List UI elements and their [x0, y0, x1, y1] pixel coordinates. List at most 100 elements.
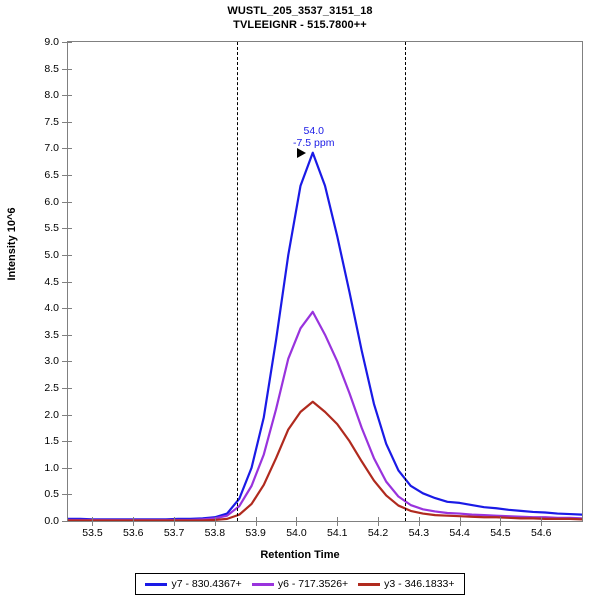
y-tick-label: 2.5 [44, 381, 59, 394]
trace-3 [68, 400, 582, 521]
x-tick-mark-inner [541, 517, 543, 521]
y-tick-label: 6.5 [44, 169, 59, 182]
y-tick-label: 4.0 [44, 302, 59, 315]
x-tick-mark [459, 521, 461, 526]
y-tick-label: 7.5 [44, 115, 59, 128]
x-tick-label: 54.6 [530, 527, 552, 539]
chart-title: WUSTL_205_3537_3151_18 TVLEEIGNR - 515.7… [0, 4, 600, 32]
x-tick-label: 54.0 [286, 527, 307, 539]
y-tick-label: 8.5 [44, 62, 59, 75]
trace-2 [68, 310, 582, 521]
x-tick-mark [337, 521, 339, 526]
y-tick-label: 0.0 [44, 515, 59, 527]
y-tick-label: 0.5 [44, 488, 59, 501]
y-tick-mark [62, 494, 67, 496]
y-tick-mark-inner [68, 414, 72, 416]
legend-item-3[interactable]: y3 - 346.1833+ [358, 578, 455, 590]
y-tick-label: 6.0 [44, 195, 59, 208]
y-tick-mark [62, 201, 67, 203]
x-tick-label: 53.9 [245, 527, 266, 539]
y-tick-mark-inner [68, 254, 72, 256]
y-tick-mark [62, 121, 67, 123]
y-tick-mark-inner [68, 228, 72, 230]
legend-item-1[interactable]: y7 - 830.4367+ [145, 578, 242, 590]
y-tick-mark-inner [68, 334, 72, 336]
y-tick-mark-inner [68, 95, 72, 97]
y-tick-label: 3.5 [44, 328, 59, 341]
x-tick-mark-inner [92, 517, 94, 521]
x-tick-mark-inner [378, 517, 380, 521]
integration-boundary-right[interactable] [404, 42, 406, 521]
y-tick-label: 4.5 [44, 275, 59, 288]
x-tick-mark [133, 521, 135, 526]
y-tick-mark [62, 334, 67, 336]
apex-mass-error-label: -7.5 ppm [293, 136, 335, 149]
x-tick-mark-inner [174, 517, 176, 521]
x-tick-label: 53.7 [163, 527, 185, 539]
legend-color-swatch [145, 582, 168, 586]
y-tick-mark [62, 68, 67, 70]
y-tick-mark-inner [68, 175, 72, 177]
x-tick-mark-inner [214, 517, 216, 521]
x-tick-mark-inner [296, 517, 298, 521]
y-tick-mark [62, 414, 67, 416]
x-tick-mark-inner [500, 517, 502, 521]
legend-item-2[interactable]: y6 - 717.3526+ [251, 578, 348, 590]
x-tick-label: 54.3 [408, 527, 430, 539]
x-tick-mark-inner [337, 517, 339, 521]
y-tick-mark-inner [68, 281, 72, 283]
y-tick-label: 1.5 [44, 435, 59, 448]
y-tick-mark-inner [68, 387, 72, 389]
x-tick-label: 54.1 [327, 527, 348, 539]
x-tick-label: 54.2 [367, 527, 389, 539]
y-tick-mark [62, 95, 67, 97]
x-tick-mark [174, 521, 176, 526]
x-tick-mark [418, 521, 420, 526]
x-tick-mark-inner [133, 517, 135, 521]
legend-label: y7 - 830.4367+ [171, 578, 242, 590]
y-tick-mark [62, 441, 67, 443]
legend-color-swatch [251, 582, 274, 586]
y-tick-mark-inner [68, 201, 72, 203]
x-tick-mark [500, 521, 502, 526]
y-tick-mark-inner [68, 521, 72, 522]
x-tick-label: 53.6 [123, 527, 144, 539]
x-tick-mark [214, 521, 216, 526]
y-tick-mark-inner [68, 308, 72, 310]
x-tick-mark-inner [255, 517, 257, 521]
legend-color-swatch [358, 582, 381, 586]
y-tick-mark-inner [68, 467, 72, 469]
y-tick-label: 8.0 [44, 89, 59, 102]
integration-boundary-left[interactable] [237, 42, 239, 521]
y-tick-label: 9.0 [44, 36, 59, 48]
y-tick-mark-inner [68, 148, 72, 150]
y-tick-mark [62, 281, 67, 283]
y-tick-mark-inner [68, 361, 72, 363]
title-line-1: WUSTL_205_3537_3151_18 [227, 5, 373, 17]
y-tick-mark [62, 42, 67, 43]
x-tick-mark [541, 521, 543, 526]
peak-apex-marker-icon[interactable] [296, 147, 306, 158]
y-tick-mark-inner [68, 68, 72, 70]
y-tick-mark-inner [68, 494, 72, 496]
y-tick-mark-inner [68, 121, 72, 123]
legend-label: y3 - 346.1833+ [384, 578, 455, 590]
chromatogram-traces [68, 151, 582, 521]
y-tick-label: 1.0 [44, 461, 59, 474]
x-axis-label: Retention Time [260, 549, 340, 561]
x-tick-mark-inner [459, 517, 461, 521]
y-tick-label: 5.0 [44, 248, 59, 261]
y-tick-mark [62, 467, 67, 469]
y-tick-mark [62, 148, 67, 150]
y-axis-label: Intensity 10^6 [6, 207, 18, 281]
x-tick-mark [92, 521, 94, 526]
y-tick-mark [62, 308, 67, 310]
y-tick-mark [62, 361, 67, 363]
y-tick-mark [62, 228, 67, 230]
y-tick-label: 3.0 [44, 355, 59, 368]
x-tick-mark-inner [418, 517, 420, 521]
x-tick-label: 54.5 [490, 527, 511, 539]
y-tick-mark [62, 387, 67, 389]
y-tick-mark [62, 254, 67, 256]
